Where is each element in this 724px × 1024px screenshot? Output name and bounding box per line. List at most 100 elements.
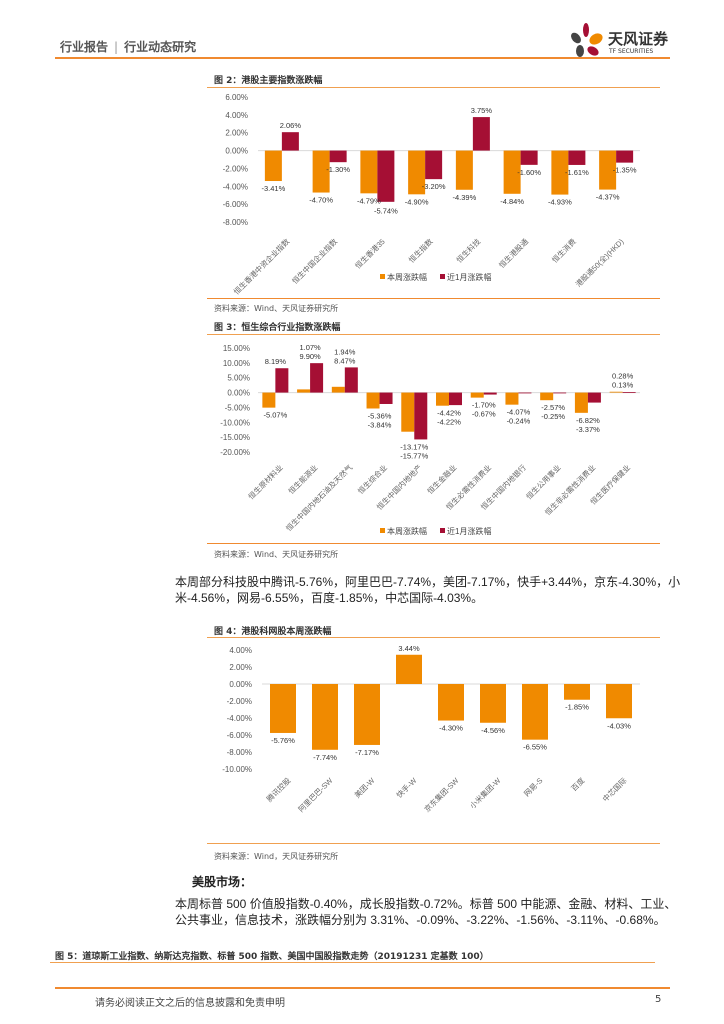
y-tick-label: 10.00%: [223, 359, 250, 368]
data-label: -3.41%: [261, 184, 285, 193]
bar-monthly: [622, 392, 636, 393]
footer-disclaimer: 请务必阅读正文之后的信息披露和免责申明: [95, 998, 285, 1009]
category-label: 恒生消费: [550, 236, 579, 265]
logo-text: 天风证券: [608, 30, 669, 48]
data-label: 1.07%: [299, 343, 321, 352]
category-label: 恒生香港中资企业指数: [231, 236, 291, 296]
data-label: -4.56%: [481, 726, 505, 735]
bar-monthly: [472, 117, 490, 151]
bar-monthly: [281, 132, 299, 151]
data-label: -1.60%: [517, 168, 541, 177]
data-label: -4.03%: [607, 721, 631, 730]
bar-monthly: [616, 150, 634, 163]
bar-weekly: [455, 150, 473, 190]
category-label: 恒生指数: [406, 236, 435, 265]
logo-petals-icon: [571, 23, 603, 57]
bar-weekly: [540, 392, 554, 401]
report-subsection: 行业动态研究: [124, 40, 197, 54]
legend-swatch: [440, 528, 445, 533]
data-label: 3.75%: [471, 106, 493, 115]
legend-swatch: [380, 528, 385, 533]
y-tick-label: -5.00%: [225, 403, 250, 412]
data-label: -4.84%: [500, 197, 524, 206]
data-label: -5.36%: [368, 411, 392, 420]
category-label: 恒生金融业: [425, 462, 459, 496]
bar-weekly: [331, 386, 345, 393]
data-label: -1.85%: [565, 703, 589, 712]
fig4-title: 图 4：港股科网股本周涨跌幅: [214, 627, 332, 637]
bar-weekly: [297, 389, 311, 393]
bar-weekly: [408, 150, 426, 195]
y-tick-label: -10.00%: [222, 765, 252, 774]
bar-monthly: [344, 367, 358, 393]
data-label: -5.74%: [374, 206, 398, 215]
data-label: -1.35%: [613, 166, 637, 175]
logo-subtext: TF SECURITIES: [609, 48, 654, 55]
data-label: 8.19%: [265, 357, 287, 366]
y-tick-label: -2.00%: [227, 697, 252, 706]
legend-label: 近1月涨跌幅: [447, 526, 491, 536]
bar-weekly: [401, 392, 415, 432]
data-label: -4.70%: [309, 196, 333, 205]
y-tick-label: -6.00%: [227, 731, 252, 740]
data-label: -3.20%: [422, 182, 446, 191]
bar-monthly: [414, 392, 428, 440]
fig5-title: 图 5：道琼斯工业指数、纳斯达克指数、标普 500 指数、美国中国股指数走势（2…: [55, 952, 489, 962]
data-label: -4.79%: [357, 196, 381, 205]
fig3-source: 资料来源：Wind、天风证券研究所: [214, 550, 339, 559]
category-label: 美团-W: [352, 775, 377, 800]
bar-weekly: [599, 150, 617, 190]
data-label: 0.28%: [612, 372, 634, 381]
y-tick-label: 4.00%: [229, 646, 252, 655]
category-label: 网易-S: [522, 776, 544, 798]
tech-stocks-paragraph: 本周部分科技股中腾讯-5.76%，阿里巴巴-7.74%，美团-7.17%，快手+…: [175, 575, 681, 605]
category-label: 恒生科技: [454, 236, 483, 265]
us-market-paragraph: 本周标普 500 价值股指数-0.40%，成长股指数-0.72%。标普 500 …: [175, 897, 677, 927]
category-label: 恒生原材料业: [246, 462, 285, 501]
bar-weekly: [312, 684, 338, 750]
data-label: -4.39%: [452, 193, 476, 202]
legend-label: 本周涨跌幅: [387, 272, 427, 282]
bar-weekly: [503, 150, 521, 194]
fig4-source: 资料来源：Wind，天风证券研究所: [214, 852, 339, 861]
data-label: 3.44%: [398, 644, 420, 653]
bar-weekly: [480, 684, 506, 723]
data-label: -1.61%: [565, 168, 589, 177]
data-label: -6.82%: [576, 416, 600, 425]
bar-weekly: [270, 684, 296, 733]
bar-monthly: [329, 150, 347, 163]
company-logo: 天风证券 TF SECURITIES: [566, 22, 676, 60]
us-market-heading: 美股市场：: [192, 875, 253, 889]
legend-label: 近1月涨跌幅: [447, 272, 491, 282]
page-number: 5: [655, 994, 662, 1005]
data-label: -5.07%: [263, 411, 287, 420]
bar-weekly: [436, 392, 449, 406]
category-label: 恒生能源业: [286, 462, 320, 496]
report-header: 行业报告 | 行业动态研究: [60, 40, 197, 54]
data-label: -6.55%: [523, 743, 547, 752]
y-tick-label: 2.00%: [225, 129, 248, 138]
fig3-bottom-line: [207, 543, 660, 544]
fig3-top-line: [207, 334, 660, 335]
data-label: -2.57%: [541, 403, 565, 412]
y-tick-label: -8.00%: [227, 748, 252, 757]
category-label: 腾讯控股: [264, 775, 293, 804]
bar-monthly: [587, 392, 601, 403]
bar-weekly: [396, 654, 422, 684]
data-label: -4.93%: [548, 198, 572, 207]
data-label: -15.77%: [400, 451, 428, 460]
fig4-top-line: [207, 637, 660, 638]
report-section: 行业报告: [60, 40, 109, 54]
data-label: -1.30%: [326, 165, 350, 174]
bar-monthly: [379, 392, 393, 404]
data-label: -4.07%: [507, 408, 531, 417]
data-label: 0.13%: [612, 381, 634, 390]
data-label: -3.84%: [368, 420, 392, 429]
y-tick-label: 0.00%: [225, 147, 248, 156]
bar-weekly: [609, 391, 623, 393]
legend-swatch: [440, 274, 445, 279]
fig2-top-line: [207, 87, 660, 88]
fig2-bottom-line: [207, 298, 660, 299]
data-label: 9.90%: [299, 352, 321, 361]
